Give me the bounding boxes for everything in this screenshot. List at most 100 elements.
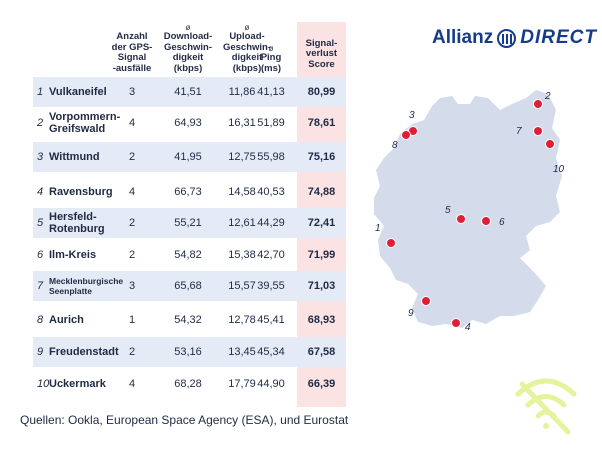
upload-value: 12,61: [228, 217, 256, 229]
marker-label: 7: [516, 126, 522, 137]
score-value: 66,39: [307, 378, 336, 390]
allianz-eagle-icon: [497, 28, 517, 48]
score-value: 68,93: [307, 314, 336, 326]
rank-number: 3: [37, 151, 44, 163]
header-outages: Anzahl der GPS- Signal -ausfälle: [111, 31, 153, 74]
location-marker: [545, 139, 555, 149]
outages-value: 3: [128, 86, 136, 98]
table-row: 7 Mecklenburgische Seenplatte 3 65,68 15,57 3…: [33, 271, 346, 301]
ping-value: 40,53: [257, 186, 285, 198]
table-row: 3 Wittmund 2 41,95 12,75 55,98 75,16: [33, 142, 346, 172]
marker-label: 10: [553, 164, 565, 175]
outages-value: 2: [128, 217, 136, 229]
table-row: 2 Vorpommern- Greifswald 4 64,93 16,31 51,89 7…: [33, 108, 346, 138]
location-marker: [533, 99, 543, 109]
ping-value: 41,13: [257, 86, 285, 98]
upload-value: 16,31: [228, 117, 256, 129]
download-value: 66,73: [174, 186, 202, 198]
download-value: 64,93: [174, 117, 202, 129]
outages-value: 4: [128, 186, 136, 198]
header-ping: ø Ping (ms): [260, 44, 282, 74]
table-row: 6 Ilm-Kreis 2 54,82 15,38 42,70 71,99: [33, 240, 346, 270]
rank-number: 6: [37, 249, 44, 261]
upload-value: 15,38: [228, 249, 256, 261]
ping-value: 44,90: [257, 378, 285, 390]
outages-value: 2: [128, 346, 136, 358]
location-marker: [456, 214, 466, 224]
district-name: Uckermark: [49, 378, 106, 390]
marker-label: 5: [445, 205, 451, 216]
source-note: Quellen: Ookla, European Space Agency (E…: [20, 413, 349, 427]
score-value: 67,58: [307, 346, 336, 358]
download-value: 54,32: [174, 314, 202, 326]
upload-value: 11,86: [228, 86, 256, 98]
outages-value: 2: [128, 151, 136, 163]
marker-label: 9: [408, 308, 414, 319]
header-score: Signal- verlust Score: [305, 37, 338, 70]
download-value: 41,51: [174, 86, 202, 98]
marker-label: 3: [409, 110, 415, 121]
district-name: Hersfeld- Rotenburg: [49, 211, 105, 235]
score-value: 74,88: [307, 186, 336, 198]
rank-number: 4: [37, 186, 44, 198]
allianz-direct-logo: Allianz DIRECT: [432, 24, 597, 52]
ping-value: 39,55: [257, 280, 285, 292]
table-row: 8 Aurich 1 54,32 12,78 45,41 68,93: [33, 305, 346, 335]
download-value: 54,82: [174, 249, 202, 261]
marker-label: 6: [499, 217, 505, 228]
district-name: Vorpommern- Greifswald: [49, 111, 121, 135]
score-value: 80,99: [307, 86, 336, 98]
location-marker: [533, 126, 543, 136]
download-value: 41,95: [174, 151, 202, 163]
upload-value: 14,58: [228, 186, 256, 198]
table-row: 9 Freudenstadt 2 53,16 13,45 45,34 67,58: [33, 337, 346, 367]
outages-value: 1: [128, 314, 136, 326]
district-name: Freudenstadt: [49, 346, 119, 358]
rank-number: 7: [37, 280, 44, 292]
rank-number: 1: [37, 86, 44, 98]
location-marker: [451, 318, 461, 328]
logo-brand: Allianz: [432, 27, 494, 48]
ping-value: 45,41: [257, 314, 285, 326]
ping-value: 44,29: [257, 217, 285, 229]
rank-number: 9: [37, 346, 44, 358]
outages-value: 3: [128, 280, 136, 292]
ping-value: 45,34: [257, 346, 285, 358]
district-name: Vulkaneifel: [49, 86, 107, 98]
district-name: Mecklenburgische Seenplatte: [49, 276, 124, 296]
rank-number: 5: [37, 217, 44, 229]
score-value: 71,99: [307, 249, 336, 261]
header-download: ø Download- Geschwin- digkeit (kbps): [163, 23, 213, 74]
location-marker: [421, 296, 431, 306]
rank-number: 8: [37, 314, 44, 326]
download-value: 55,21: [174, 217, 202, 229]
download-value: 68,28: [174, 378, 202, 390]
score-value: 71,03: [307, 280, 336, 292]
table-row: 1 Vulkaneifel 3 41,51 11,86 41,13 80,99: [33, 77, 346, 107]
upload-value: 12,75: [228, 151, 256, 163]
score-value: 72,41: [307, 217, 336, 229]
table-row: 4 Ravensburg 4 66,73 14,58 40,53 74,88: [33, 177, 346, 207]
location-marker: [481, 216, 491, 226]
district-name: Wittmund: [49, 151, 100, 163]
outages-value: 4: [128, 117, 136, 129]
marker-label: 8: [392, 140, 398, 151]
location-marker: [386, 238, 396, 248]
table-row: 10 Uckermark 4 68,28 17,79 44,90 66,39: [33, 369, 346, 399]
upload-value: 13,45: [228, 346, 256, 358]
ping-value: 55,98: [257, 151, 285, 163]
download-value: 53,16: [174, 346, 202, 358]
header-upload: ø Upload- Geschwin- digkeit (kbps): [222, 23, 272, 74]
table-row: 5 Hersfeld- Rotenburg 2 55,21 12,61 44,29 72,4…: [33, 208, 346, 238]
logo-product: DIRECT: [520, 27, 597, 48]
ping-value: 51,89: [257, 117, 285, 129]
outages-value: 2: [128, 249, 136, 261]
marker-label: 2: [544, 91, 551, 102]
download-value: 65,68: [174, 280, 202, 292]
germany-outline: [374, 90, 562, 328]
district-name: Aurich: [49, 314, 84, 326]
outages-value: 4: [128, 378, 136, 390]
district-name: Ilm-Kreis: [49, 249, 97, 261]
rank-number: 2: [37, 117, 44, 129]
